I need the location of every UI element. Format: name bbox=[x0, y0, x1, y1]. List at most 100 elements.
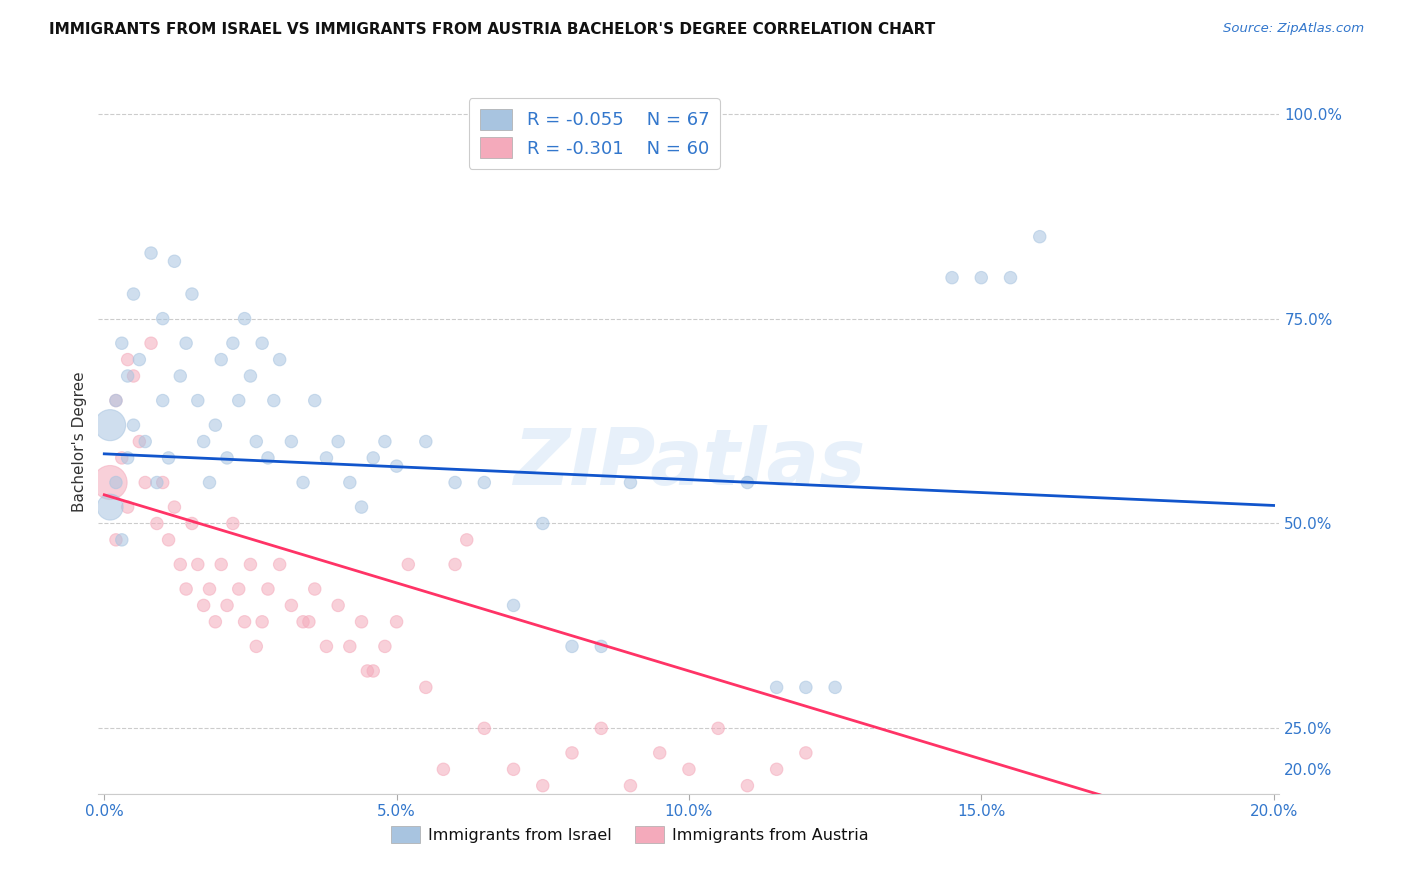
Point bbox=[239, 558, 262, 572]
Point bbox=[472, 722, 495, 736]
Point bbox=[304, 393, 326, 408]
Point bbox=[257, 582, 280, 596]
Point bbox=[531, 516, 554, 531]
Point bbox=[163, 254, 186, 268]
Point bbox=[315, 640, 337, 654]
Point bbox=[222, 336, 245, 351]
Point bbox=[619, 779, 641, 793]
Point bbox=[134, 475, 156, 490]
Point bbox=[432, 762, 454, 776]
Point bbox=[292, 475, 315, 490]
Point bbox=[157, 533, 180, 547]
Point bbox=[117, 352, 139, 367]
Point bbox=[765, 762, 787, 776]
Point bbox=[139, 246, 162, 260]
Point bbox=[280, 599, 302, 613]
Point bbox=[941, 270, 963, 285]
Point bbox=[128, 434, 150, 449]
Point bbox=[128, 352, 150, 367]
Point bbox=[385, 459, 408, 474]
Point bbox=[98, 500, 121, 514]
Point bbox=[374, 640, 396, 654]
Point bbox=[187, 393, 209, 408]
Point bbox=[502, 762, 524, 776]
Point bbox=[415, 434, 437, 449]
Point bbox=[181, 516, 204, 531]
Point bbox=[111, 336, 134, 351]
Point bbox=[193, 599, 215, 613]
Point bbox=[117, 500, 139, 514]
Point bbox=[326, 434, 349, 449]
Point bbox=[209, 352, 232, 367]
Point bbox=[104, 533, 127, 547]
Point bbox=[146, 475, 169, 490]
Point bbox=[472, 475, 495, 490]
Point bbox=[215, 450, 238, 465]
Point bbox=[228, 582, 250, 596]
Point bbox=[187, 558, 209, 572]
Point bbox=[250, 336, 273, 351]
Point bbox=[163, 500, 186, 514]
Point bbox=[181, 287, 204, 301]
Point bbox=[233, 615, 256, 629]
Legend: Immigrants from Israel, Immigrants from Austria: Immigrants from Israel, Immigrants from … bbox=[385, 820, 875, 849]
Point bbox=[824, 681, 846, 695]
Point bbox=[361, 664, 384, 678]
Point bbox=[250, 615, 273, 629]
Point bbox=[157, 450, 180, 465]
Point bbox=[198, 582, 221, 596]
Text: ZIPatlas: ZIPatlas bbox=[513, 425, 865, 500]
Point bbox=[361, 450, 384, 465]
Point bbox=[245, 640, 267, 654]
Y-axis label: Bachelor's Degree: Bachelor's Degree bbox=[72, 371, 87, 512]
Point bbox=[117, 369, 139, 384]
Point bbox=[257, 450, 280, 465]
Text: IMMIGRANTS FROM ISRAEL VS IMMIGRANTS FROM AUSTRIA BACHELOR'S DEGREE CORRELATION : IMMIGRANTS FROM ISRAEL VS IMMIGRANTS FRO… bbox=[49, 22, 935, 37]
Point bbox=[794, 681, 817, 695]
Point bbox=[561, 640, 583, 654]
Text: Source: ZipAtlas.com: Source: ZipAtlas.com bbox=[1223, 22, 1364, 36]
Point bbox=[707, 844, 730, 858]
Point bbox=[204, 418, 226, 433]
Point bbox=[98, 475, 121, 490]
Point bbox=[104, 393, 127, 408]
Point bbox=[326, 599, 349, 613]
Point bbox=[444, 558, 467, 572]
Point bbox=[111, 533, 134, 547]
Point bbox=[339, 640, 361, 654]
Point bbox=[174, 582, 197, 596]
Point bbox=[1000, 270, 1022, 285]
Point bbox=[152, 393, 174, 408]
Point bbox=[169, 558, 191, 572]
Point bbox=[561, 746, 583, 760]
Point bbox=[350, 615, 373, 629]
Point bbox=[104, 475, 127, 490]
Point bbox=[737, 475, 759, 490]
Point bbox=[591, 640, 613, 654]
Point bbox=[883, 828, 905, 842]
Point bbox=[152, 311, 174, 326]
Point bbox=[111, 450, 134, 465]
Point bbox=[315, 450, 337, 465]
Point bbox=[853, 828, 876, 842]
Point bbox=[117, 450, 139, 465]
Point bbox=[233, 311, 256, 326]
Point bbox=[139, 336, 162, 351]
Point bbox=[339, 475, 361, 490]
Point bbox=[169, 369, 191, 384]
Point bbox=[228, 393, 250, 408]
Point bbox=[122, 369, 145, 384]
Point bbox=[193, 434, 215, 449]
Point bbox=[263, 393, 285, 408]
Point bbox=[970, 270, 993, 285]
Point bbox=[444, 475, 467, 490]
Point bbox=[678, 828, 700, 842]
Point bbox=[122, 418, 145, 433]
Point bbox=[707, 722, 730, 736]
Point bbox=[98, 418, 121, 433]
Point bbox=[765, 681, 787, 695]
Point bbox=[174, 336, 197, 351]
Point bbox=[215, 599, 238, 613]
Point bbox=[1029, 229, 1052, 244]
Point bbox=[122, 287, 145, 301]
